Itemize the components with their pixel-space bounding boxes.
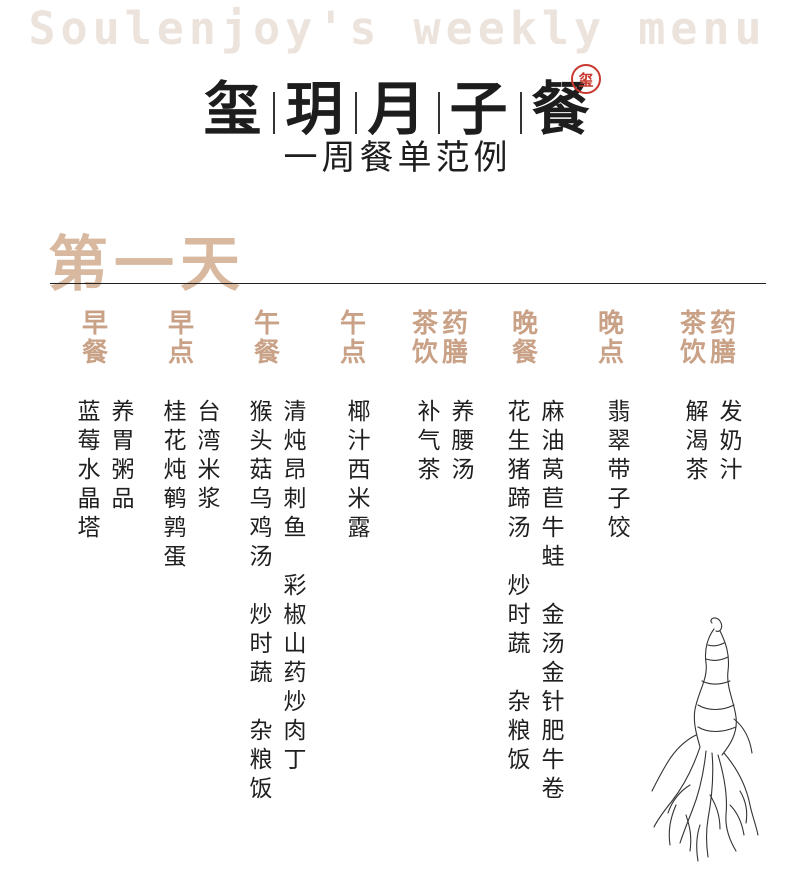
dish-column: 清炖昂刺鱼彩椒山药炒肉丁 [282, 398, 308, 804]
brand-divider [519, 91, 522, 134]
column-header: 早餐 [82, 310, 108, 368]
brand-char: 子 [449, 75, 510, 143]
page-subtitle: 一周餐单范例 [283, 138, 512, 178]
dish-name: 彩椒山药炒肉丁 [283, 573, 307, 773]
column-header: 晚餐 [512, 310, 538, 368]
dish-name: 桂花炖鹌鹑蛋 [163, 399, 187, 570]
dish-column: 麻油莴苣牛蛙金汤金针肥牛卷 [540, 398, 566, 804]
dish-name: 炒时蔬 [249, 602, 273, 686]
column-header-line: 早餐 [82, 309, 109, 368]
dish-name: 解渴茶 [685, 399, 709, 483]
column-header-line: 午点 [340, 309, 367, 368]
column-header-line: 晚餐 [512, 309, 539, 368]
column-header-line: 药膳 [442, 309, 469, 368]
background-title: Soulenjoy's weekly menu [28, 2, 767, 55]
dish-name: 发奶汁 [719, 399, 743, 483]
column-body: 翡翠带子饺 [606, 398, 632, 543]
dish-column: 椰汁西米露 [346, 398, 372, 543]
column-body: 椰汁西米露 [346, 398, 372, 543]
dish-name: 补气茶 [417, 399, 441, 483]
dish-column: 补气茶 [416, 398, 442, 485]
dish-column: 养胃粥品 [110, 398, 136, 543]
column-header: 午点 [340, 310, 366, 368]
dish-name: 金汤金针肥牛卷 [541, 602, 565, 802]
brand-char: 月 [367, 75, 428, 143]
divider-line [50, 283, 766, 284]
column-body: 麻油莴苣牛蛙金汤金针肥牛卷花生猪蹄汤炒时蔬杂粮饭 [506, 398, 566, 804]
column-header-line: 茶饮 [412, 309, 439, 368]
column-header-line: 晚点 [598, 309, 625, 368]
column-header: 晚点 [598, 310, 624, 368]
brand-title: 玺玥月子餐 [0, 62, 795, 146]
seal-stamp-icon: 玺 [571, 64, 601, 94]
dish-column: 翡翠带子饺 [606, 398, 632, 543]
brand-char: 玺 [203, 75, 264, 143]
dish-name: 猴头菇乌鸡汤 [249, 399, 273, 570]
dish-name: 养胃粥品 [111, 399, 135, 512]
column-body: 养腰汤补气茶 [416, 398, 476, 485]
column-header-line: 早点 [168, 309, 195, 368]
dish-name: 炒时蔬 [507, 573, 531, 657]
column-header-line: 午餐 [254, 309, 281, 368]
brand-divider [437, 91, 440, 134]
column-header: 药膳茶饮 [680, 310, 736, 368]
dish-name: 花生猪蹄汤 [507, 399, 531, 541]
dish-column: 花生猪蹄汤炒时蔬杂粮饭 [506, 398, 532, 804]
dish-name: 台湾米浆 [197, 399, 221, 512]
brand-char: 玥 [285, 75, 346, 143]
column-header-line: 药膳 [710, 309, 737, 368]
column-body: 清炖昂刺鱼彩椒山药炒肉丁猴头菇乌鸡汤炒时蔬杂粮饭 [248, 398, 308, 804]
dish-name: 蓝莓水晶塔 [77, 399, 101, 541]
dish-column: 桂花炖鹌鹑蛋 [162, 398, 188, 572]
dish-name: 杂粮饭 [507, 689, 531, 773]
dish-name: 椰汁西米露 [347, 399, 371, 541]
dish-column: 台湾米浆 [196, 398, 222, 572]
dish-name: 杂粮饭 [249, 718, 273, 802]
dish-name: 清炖昂刺鱼 [283, 399, 307, 541]
column-body: 养胃粥品蓝莓水晶塔 [76, 398, 136, 543]
dish-column: 解渴茶 [684, 398, 710, 485]
day-title: 第一天 [48, 230, 246, 300]
dish-name: 养腰汤 [451, 399, 475, 483]
dish-column: 猴头菇乌鸡汤炒时蔬杂粮饭 [248, 398, 274, 804]
dish-column: 发奶汁 [718, 398, 744, 485]
column-body: 发奶汁解渴茶 [684, 398, 744, 485]
brand-divider [355, 91, 358, 134]
dish-column: 养腰汤 [450, 398, 476, 485]
ginseng-illustration-icon [651, 617, 759, 862]
column-body: 台湾米浆桂花炖鹌鹑蛋 [162, 398, 222, 572]
column-header-line: 茶饮 [680, 309, 707, 368]
dish-name: 翡翠带子饺 [607, 399, 631, 541]
dish-name: 麻油莴苣牛蛙 [541, 399, 565, 570]
column-header: 药膳茶饮 [412, 310, 468, 368]
column-header: 午餐 [254, 310, 280, 368]
column-header: 早点 [168, 310, 194, 368]
brand-divider [273, 91, 276, 134]
dish-column: 蓝莓水晶塔 [76, 398, 102, 543]
